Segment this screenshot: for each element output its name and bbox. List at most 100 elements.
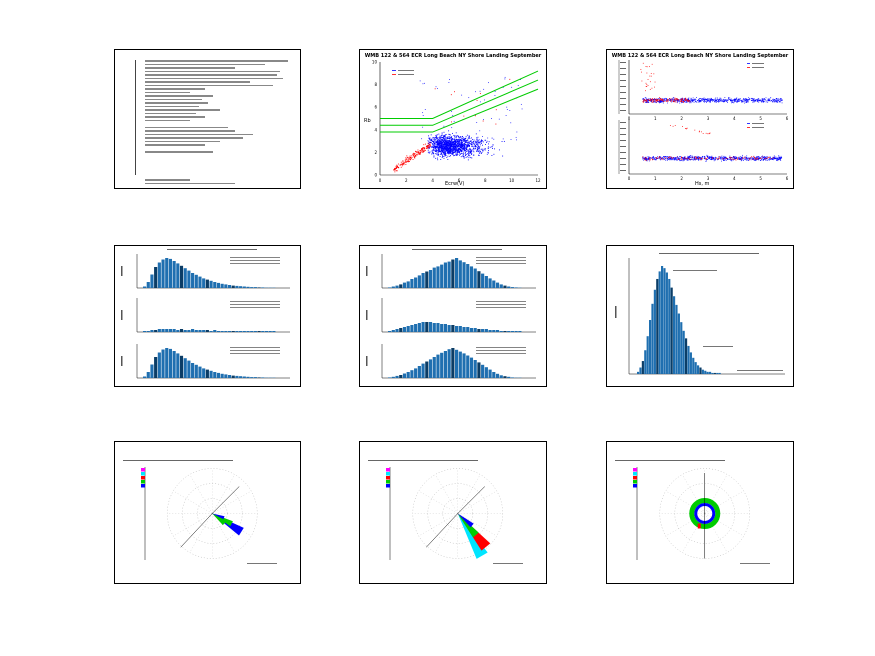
scatter-point bbox=[441, 152, 443, 154]
scatter-point bbox=[738, 98, 740, 100]
scatter-point bbox=[433, 153, 435, 155]
histogram-bar bbox=[202, 368, 206, 378]
scatter-point bbox=[660, 158, 662, 160]
scatter-point bbox=[645, 97, 647, 99]
scatter-point bbox=[435, 157, 437, 159]
scatter-point bbox=[757, 100, 759, 102]
annotation-line bbox=[476, 350, 526, 351]
scatter-point bbox=[660, 158, 661, 160]
scatter-point bbox=[680, 98, 682, 100]
scatter-point bbox=[738, 99, 739, 100]
scatter-point bbox=[458, 136, 460, 138]
scatter-point bbox=[444, 151, 446, 153]
scatter-point bbox=[437, 150, 439, 152]
scatter-point bbox=[667, 99, 669, 101]
scatter-point bbox=[725, 100, 726, 102]
histogram-bar bbox=[466, 327, 470, 332]
scatter-point bbox=[453, 146, 454, 147]
doc-margin-rule bbox=[135, 60, 136, 175]
scatter-point bbox=[641, 80, 643, 82]
scatter-point bbox=[649, 156, 650, 158]
scatter-point bbox=[457, 143, 459, 145]
scatter-point bbox=[425, 145, 427, 147]
scatter-point bbox=[753, 158, 755, 160]
histogram-bar bbox=[257, 287, 261, 288]
scatter-point bbox=[697, 157, 699, 159]
scatter-point bbox=[451, 141, 453, 143]
histogram-bar bbox=[205, 330, 209, 332]
scatter-point bbox=[769, 158, 771, 159]
scatter-point bbox=[674, 158, 676, 160]
scatter-point bbox=[689, 159, 691, 161]
scatter-point bbox=[780, 157, 782, 159]
scatter-point bbox=[722, 99, 724, 101]
scatter-point bbox=[704, 156, 705, 158]
scatter-point bbox=[720, 156, 722, 158]
scatter-point bbox=[491, 137, 493, 139]
scatter-point bbox=[454, 142, 456, 143]
scatter-point bbox=[450, 144, 452, 146]
scatter-point bbox=[488, 141, 490, 143]
scatter-point bbox=[687, 99, 688, 101]
scatter-point bbox=[659, 158, 661, 160]
scatter-point bbox=[648, 158, 649, 159]
scatter-point bbox=[442, 147, 444, 149]
scatter-point bbox=[477, 143, 479, 145]
histogram-bar bbox=[183, 330, 187, 332]
scatter-point bbox=[477, 146, 479, 148]
scatter-point bbox=[744, 99, 745, 101]
scatter-point bbox=[666, 156, 668, 158]
scatter-point bbox=[676, 159, 678, 161]
rose-spoke bbox=[435, 474, 458, 514]
scatter-point bbox=[422, 83, 424, 85]
scatter-point bbox=[654, 101, 656, 102]
scatter-point bbox=[438, 144, 440, 145]
scatter-point bbox=[762, 99, 764, 101]
scatter-point bbox=[453, 148, 455, 150]
scatter-point bbox=[468, 135, 470, 137]
histogram-bar bbox=[253, 287, 257, 288]
histogram-bar bbox=[481, 329, 485, 332]
scatter-point bbox=[694, 98, 696, 100]
scatter-point bbox=[647, 158, 649, 160]
scatter-point bbox=[778, 157, 780, 159]
scatter-point bbox=[697, 157, 699, 159]
doc-text-line bbox=[145, 130, 235, 132]
scatter-point bbox=[476, 144, 478, 146]
annotation-line bbox=[230, 260, 280, 261]
scatter-point bbox=[654, 159, 656, 161]
scatter-point bbox=[428, 143, 430, 144]
scatter-point bbox=[450, 138, 452, 140]
scatter-point bbox=[675, 98, 677, 100]
scatter-point bbox=[681, 99, 683, 101]
scatter-point bbox=[744, 158, 745, 160]
threshold-line bbox=[380, 70, 539, 119]
scatter-point bbox=[679, 99, 680, 101]
scatter-point bbox=[461, 137, 463, 139]
scatter-point bbox=[403, 163, 405, 164]
scatter-point bbox=[711, 98, 713, 100]
scatter-point bbox=[432, 142, 434, 144]
scatter-point bbox=[779, 157, 780, 158]
scatter-point bbox=[402, 164, 403, 165]
scatter-point bbox=[477, 147, 479, 149]
scatter-point bbox=[762, 159, 764, 160]
scatter-point bbox=[679, 156, 680, 157]
scatter-point bbox=[703, 98, 705, 100]
scatter-point bbox=[453, 146, 455, 148]
scatter-point bbox=[407, 161, 409, 163]
scatter-point bbox=[667, 157, 669, 159]
scatter-point bbox=[757, 101, 759, 103]
scatter-point bbox=[716, 101, 718, 102]
scatter-point bbox=[465, 136, 467, 138]
histogram-bar bbox=[187, 270, 191, 288]
scatter-point bbox=[455, 140, 456, 142]
scatter-point bbox=[654, 86, 655, 88]
scatter-point bbox=[675, 157, 676, 159]
scatter-point bbox=[466, 148, 467, 150]
scatter-point bbox=[776, 101, 778, 102]
scatter-point bbox=[448, 149, 450, 151]
scatter-point bbox=[650, 98, 652, 100]
scatter-point bbox=[670, 101, 672, 103]
scatter-point bbox=[752, 157, 753, 159]
